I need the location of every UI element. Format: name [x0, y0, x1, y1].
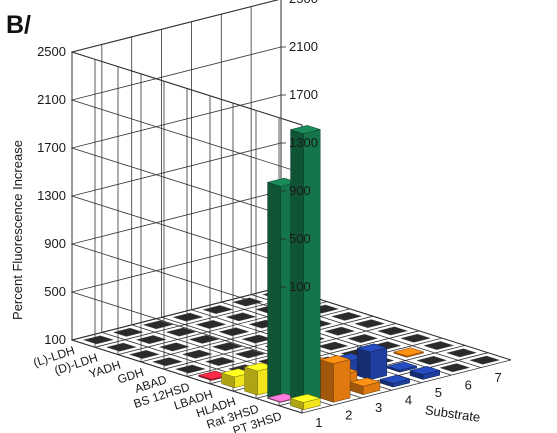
- z-tick-right-label: 900: [289, 183, 311, 198]
- bar-face-front: [333, 359, 351, 403]
- bar-face-side: [290, 129, 304, 411]
- bar-1-pt-3hsd: [289, 125, 322, 411]
- baseline-pad: [135, 335, 167, 345]
- z-tick-left-label: 2100: [37, 92, 66, 107]
- baseline-pad: [202, 305, 234, 314]
- baseline-pad: [82, 335, 114, 345]
- bar-face-top: [356, 343, 388, 353]
- baseline-pad: [165, 327, 197, 337]
- bar-5-pt-3hsd: [409, 366, 441, 380]
- z-tick-left-label: 1300: [37, 188, 66, 203]
- z-axis-title: Percent Fluorescence Increase: [10, 140, 25, 320]
- baseline-pad: [331, 311, 363, 321]
- bar-face-top: [392, 347, 425, 357]
- baseline-pad: [416, 355, 448, 365]
- baseline-pad: [317, 341, 349, 351]
- baseline-pad: [211, 342, 243, 352]
- baseline-pad: [400, 333, 432, 343]
- baseline-pad: [439, 363, 471, 373]
- chart-walls: [70, 0, 303, 414]
- bar-face-top: [379, 374, 411, 384]
- panel-label: B/: [6, 11, 31, 39]
- z-tick-labels-right: 100 500 900 1300 1700 2100 2500: [281, 0, 318, 294]
- baseline-pad: [195, 320, 227, 329]
- x-category-label: 4: [405, 393, 412, 408]
- x-category-label: 5: [435, 385, 442, 400]
- bar-face-side: [356, 347, 371, 381]
- baseline-pad: [158, 342, 190, 352]
- x-category-label: 2: [345, 408, 352, 423]
- bar-5-rat-3hsd: [386, 361, 418, 373]
- bar-face-top: [409, 366, 441, 375]
- baseline-pad: [377, 326, 409, 336]
- bar-face-top: [289, 393, 322, 403]
- baseline-pad: [128, 350, 160, 359]
- bar-1-pt-3hsd: [289, 393, 322, 411]
- x-axis-title: Substrate: [424, 402, 481, 425]
- baseline-pad: [172, 312, 204, 322]
- baseline-pad: [241, 334, 273, 344]
- baseline-pad: [225, 312, 257, 322]
- baseline-pad: [232, 297, 264, 307]
- baseline-pad: [218, 327, 250, 337]
- bar-face-top: [386, 361, 418, 371]
- z-tick-labels-left: 100 500 900 1300 1700 2100 2500: [37, 44, 66, 347]
- back-wall-right: [71, 0, 282, 341]
- z-tick-left-label: 2500: [37, 44, 66, 59]
- z-tick-right-label: 500: [289, 231, 311, 246]
- baseline-pad: [181, 349, 213, 359]
- z-tick-right-label: 2100: [289, 39, 318, 54]
- bar-4-rat-3hsd: [356, 343, 388, 381]
- bar-6-hladh: [392, 347, 425, 358]
- z-tick-right-label: 2500: [289, 0, 318, 6]
- z-tick-left-label: 500: [44, 284, 66, 299]
- baseline-pad: [354, 319, 386, 329]
- baseline-pad: [174, 364, 206, 374]
- baseline-pad: [347, 334, 379, 343]
- x-category-labels: 1 2 3 4 5 6 7: [315, 370, 501, 430]
- bar-2-pt-3hsd: [319, 355, 352, 403]
- bar-face-front: [369, 347, 388, 381]
- baseline-pad: [105, 342, 137, 352]
- z-tick-right-label: 1700: [289, 87, 318, 102]
- baseline-pad: [151, 357, 183, 367]
- baseline-pad: [204, 357, 236, 366]
- z-tick-right-label: 1300: [289, 135, 318, 150]
- z-tick-left-label: 1700: [37, 140, 66, 155]
- baseline-pad: [469, 355, 501, 365]
- baseline-pad: [234, 349, 266, 359]
- bar-face-side: [244, 366, 258, 396]
- floor-gridline: [301, 359, 512, 414]
- baseline-pad: [324, 326, 356, 336]
- baseline-pad: [188, 334, 220, 344]
- z-tick-right-label: 100: [289, 279, 311, 294]
- bar-face-side: [267, 181, 281, 403]
- bar-face-top: [289, 125, 322, 134]
- floor-gridline: [71, 286, 282, 341]
- baseline-pad: [112, 327, 144, 337]
- baseline-pad: [142, 320, 174, 330]
- bar-face-top: [319, 355, 352, 365]
- bar-4-pt-3hsd: [379, 374, 411, 388]
- x-category-label: 7: [494, 370, 501, 385]
- bar-face-front: [303, 129, 321, 411]
- x-category-label: 1: [315, 415, 322, 430]
- chart-bars: [197, 125, 441, 411]
- bar-3-pt-3hsd: [349, 377, 381, 395]
- x-category-label: 3: [375, 400, 382, 415]
- z-tick-left-label: 900: [44, 236, 66, 251]
- z-tick-left-label: 100: [44, 332, 66, 347]
- baseline-pad: [423, 341, 455, 350]
- baseline-pad: [446, 348, 478, 358]
- bar-face-top: [349, 377, 381, 387]
- bar-face-side: [320, 359, 334, 403]
- x-category-label: 6: [465, 377, 472, 392]
